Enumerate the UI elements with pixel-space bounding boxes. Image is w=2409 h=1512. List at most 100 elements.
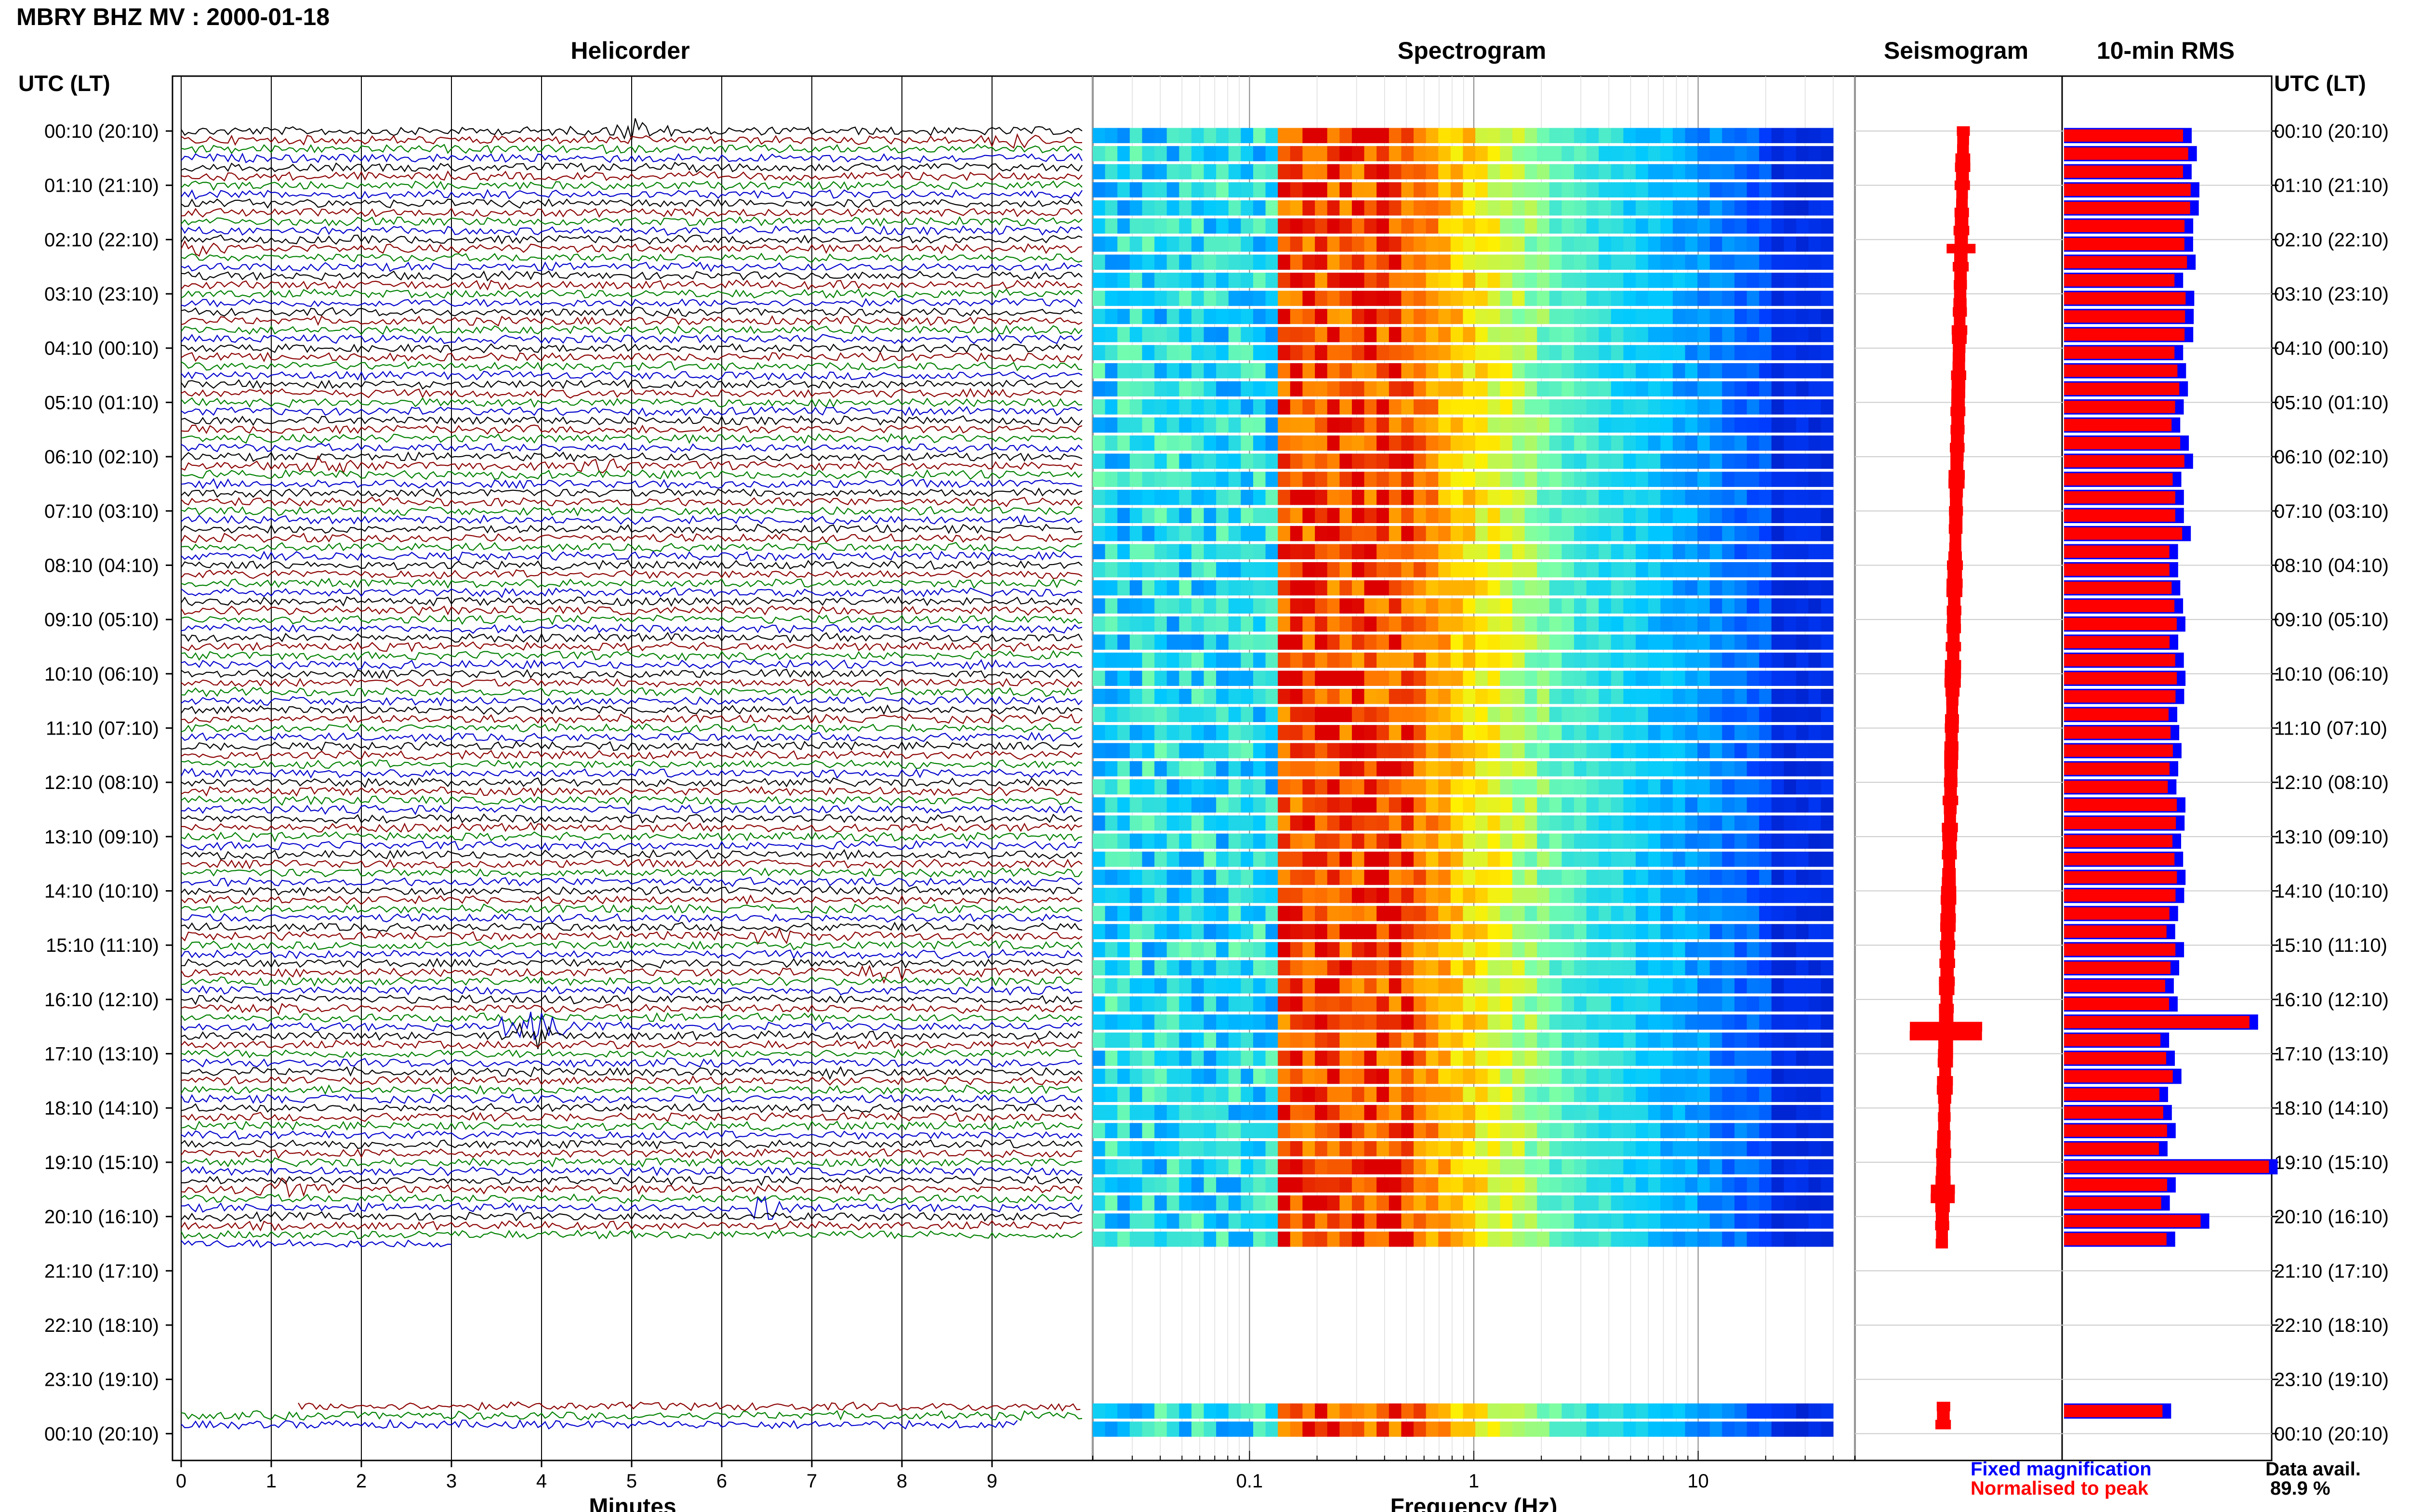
spectrogram-cell: [1426, 562, 1439, 578]
spectrogram-cell: [1241, 671, 1254, 686]
spectrogram-cell: [1648, 489, 1661, 505]
spectrogram-cell: [1709, 852, 1722, 867]
spectrogram-cell: [1179, 1014, 1192, 1030]
spectrogram-cell: [1129, 254, 1142, 270]
spectrogram-cell: [1734, 960, 1747, 975]
spectrogram-cell: [1759, 580, 1772, 596]
spectrogram-cell: [1747, 273, 1760, 288]
spectrogram-cell: [1278, 888, 1291, 903]
spectrogram-cell: [1241, 381, 1254, 397]
spectrogram-cell: [1351, 671, 1365, 686]
spectrogram-cell: [1487, 1014, 1500, 1030]
spectrogram-cell: [1278, 435, 1291, 451]
helicorder-trace-row: [181, 623, 1083, 634]
spectrogram-cell: [1599, 725, 1612, 740]
minute-tick-label: 8: [897, 1471, 907, 1492]
spectrogram-cell: [1709, 634, 1722, 650]
spectrogram-cell: [1537, 1213, 1550, 1229]
spectrogram-cell: [1364, 1123, 1377, 1138]
spectrogram-cell: [1253, 1087, 1266, 1102]
spectrogram-cell: [1648, 309, 1661, 324]
spectrogram-cell: [1524, 942, 1537, 958]
spectrogram-cell: [1339, 508, 1352, 523]
spectrogram-cell: [1290, 1123, 1303, 1138]
spectrogram-cell: [1426, 852, 1439, 867]
spectrogram-cell: [1537, 544, 1550, 560]
spectrogram-cell: [1586, 815, 1599, 831]
spectrogram-cell: [1204, 852, 1217, 867]
spectrogram-cell: [1191, 1104, 1204, 1120]
spectrogram-cell: [1709, 489, 1722, 505]
spectrogram-cell: [1142, 1087, 1155, 1102]
spectrogram-cell: [1759, 526, 1772, 541]
spectrogram-cell: [1315, 128, 1328, 144]
spectrogram-cell: [1351, 472, 1365, 487]
spectrogram-cell: [1537, 1195, 1550, 1211]
spectrogram-cell: [1734, 598, 1747, 614]
spectrogram-cell: [1586, 417, 1599, 433]
spectrogram-cell: [1351, 381, 1365, 397]
spectrogram-cell: [1154, 128, 1167, 144]
spectrogram-cell: [1351, 616, 1365, 632]
spectrogram-cell: [1364, 1403, 1377, 1419]
spectrogram-cell: [1821, 689, 1834, 704]
spectrogram-cell: [1117, 707, 1130, 723]
spectrogram-cell: [1228, 1195, 1241, 1211]
helicorder-trace-row: [181, 569, 1083, 579]
spectrogram-cell: [1672, 1123, 1686, 1138]
spectrogram-cell: [1524, 309, 1537, 324]
spectrogram-cell: [1599, 164, 1612, 180]
spectrogram-cell: [1426, 146, 1439, 161]
spectrogram-cell: [1599, 508, 1612, 523]
helicorder-trace-row: [181, 767, 1083, 779]
spectrogram-cell: [1129, 580, 1142, 596]
spectrogram-cell: [1216, 797, 1229, 813]
spectrogram-cell: [1512, 815, 1525, 831]
spectrogram-cell: [1512, 1231, 1525, 1247]
spectrogram-cell: [1734, 381, 1747, 397]
spectrogram-cell: [1364, 1051, 1377, 1066]
spectrogram-cell: [1327, 489, 1340, 505]
spectrogram-cell: [1377, 1032, 1390, 1048]
spectrogram-cell: [1278, 852, 1291, 867]
spectrogram-cell: [1339, 1014, 1352, 1030]
spectrogram-cell: [1179, 182, 1192, 197]
rms-frame: [2061, 75, 2273, 1461]
spectrogram-cell: [1475, 1403, 1488, 1419]
spectrogram-cell: [1487, 200, 1500, 216]
spectrogram-cell: [1364, 1231, 1377, 1247]
spectrogram-cell: [1204, 580, 1217, 596]
spectrogram-cell: [1117, 1421, 1130, 1437]
spectrogram-cell: [1537, 1177, 1550, 1193]
spectrogram-cell: [1290, 598, 1303, 614]
spectrogram-cell: [1574, 616, 1587, 632]
spectrogram-cell: [1562, 1123, 1575, 1138]
spectrogram-cell: [1759, 290, 1772, 306]
spectrogram-cell: [1154, 544, 1167, 560]
spectrogram-cell: [1722, 526, 1735, 541]
spectrogram-cell: [1450, 797, 1463, 813]
frequency-tick-label: 1: [1469, 1471, 1479, 1492]
spectrogram-cell: [1253, 707, 1266, 723]
spectrogram-cell: [1302, 852, 1315, 867]
spectrogram-cell: [1166, 526, 1179, 541]
spectrogram-cell: [1253, 1159, 1266, 1175]
spectrogram-cell: [1487, 1068, 1500, 1084]
spectrogram-cell: [1709, 417, 1722, 433]
spectrogram-cell: [1709, 580, 1722, 596]
spectrogram-cell: [1734, 164, 1747, 180]
helicorder-trace-row: [181, 840, 1083, 851]
spectrogram-cell: [1599, 707, 1612, 723]
spectrogram-cell: [1685, 526, 1698, 541]
spectrogram-cell: [1364, 363, 1377, 379]
spectrogram-cell: [1771, 146, 1784, 161]
spectrogram-cell: [1784, 960, 1797, 975]
spectrogram-cell: [1747, 1104, 1760, 1120]
spectrogram-cell: [1204, 779, 1217, 795]
spectrogram-cell: [1142, 146, 1155, 161]
spectrogram-cell: [1450, 707, 1463, 723]
spectrogram-cell: [1414, 815, 1427, 831]
spectrogram-cell: [1228, 634, 1241, 650]
spectrogram-cell: [1722, 1159, 1735, 1175]
spectrogram-cell: [1290, 1051, 1303, 1066]
